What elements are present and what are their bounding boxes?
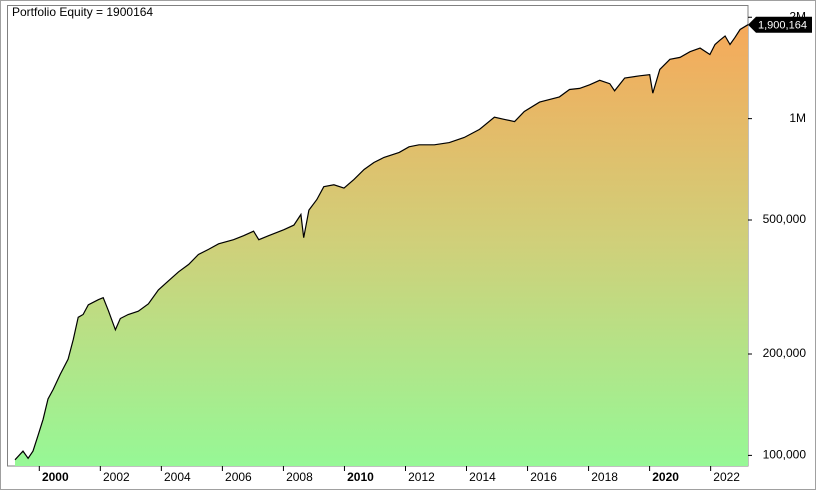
- last-value-box: [748, 16, 812, 33]
- x-tick-label: 2016: [530, 470, 557, 484]
- x-tick-label: 2006: [225, 470, 252, 484]
- x-tick-label: 2012: [408, 470, 435, 484]
- x-tick-label: 2022: [713, 470, 740, 484]
- y-tick-label: 500,000: [763, 212, 807, 226]
- equity-line: [14, 24, 749, 461]
- x-tick-label: 2000: [42, 470, 69, 484]
- x-tick-label: 2002: [103, 470, 130, 484]
- y-tick-label: 200,000: [763, 346, 807, 360]
- area-fill: [15, 24, 748, 466]
- y-tick-label: 1M: [789, 111, 806, 125]
- last-value-label: 1,900,164: [758, 20, 807, 32]
- x-tick-label: 2010: [347, 470, 374, 484]
- x-tick-label: 2018: [591, 470, 618, 484]
- x-tick-label: 2020: [652, 470, 679, 484]
- plot: [14, 24, 749, 466]
- chart-title: Portfolio Equity = 1900164: [12, 5, 153, 19]
- x-tick-label: 2004: [164, 470, 191, 484]
- x-tick-label: 2014: [469, 470, 496, 484]
- y-tick-label: 100,000: [763, 448, 807, 462]
- x-tick-label: 2008: [286, 470, 313, 484]
